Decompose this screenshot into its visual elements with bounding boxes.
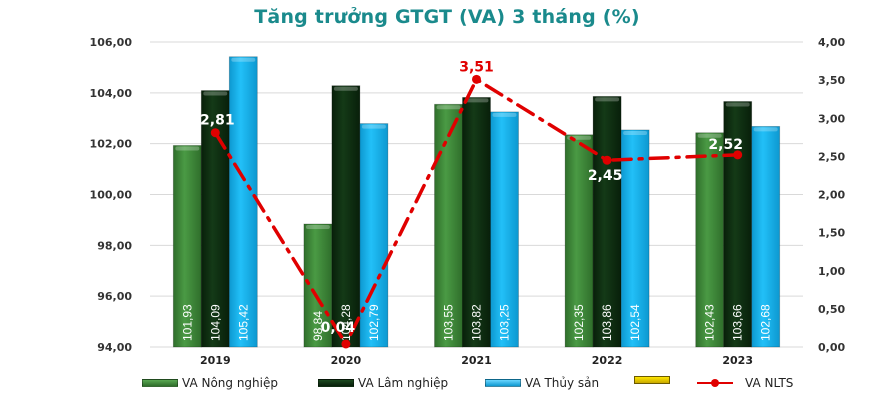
bar: 104,09 [200,90,230,348]
left-axis-tick: 106,00 [90,36,133,49]
left-axis-tick: 98,00 [97,239,132,252]
bar: 105,42 [228,56,258,348]
legend-swatch-green [142,379,178,387]
x-axis-category: 2022 [592,354,623,367]
nlts-line-series: 2,81 0,04 3,51 2,45 2,52 [200,59,743,349]
bar: 103,55 [434,103,463,348]
bar: 103,66 [723,101,753,348]
legend-label: VA NLTS [745,376,794,390]
bar-value-label: 103,86 [600,304,614,341]
legend-swatch-red-line [697,378,733,388]
bar-value-label: 102,35 [572,304,586,341]
bar-value-label: 102,79 [367,304,381,341]
bar: 102,68 [751,125,781,348]
bar: 102,54 [620,129,650,348]
line-marker [733,150,743,160]
line-marker [341,339,351,349]
right-axis-tick: 1,00 [818,265,845,278]
legend-item-empty [634,376,674,384]
legend-item-nlts: VA NLTS [697,376,793,390]
line-value-label: 0,04 [321,320,356,336]
x-axis-category: 2021 [461,354,492,367]
bar-value-label: 104,09 [208,304,222,341]
x-axis-category: 2023 [722,354,753,367]
bar: 98,84 [303,223,333,348]
line-value-label: 2,81 [200,113,235,129]
bar-value-label: 103,66 [731,304,745,341]
left-y-axis: 94,00 96,00 98,00 100,00 102,00 104,00 106,00 [90,36,133,354]
bar-value-label: 101,93 [180,304,194,341]
bar-value-label: 104,28 [339,304,353,341]
legend-swatch-blue [485,379,521,387]
legend-label: VA Thủy sản [525,376,600,390]
right-axis-tick: 4,00 [818,36,845,49]
right-axis-tick: 1,50 [818,227,845,240]
line-marker [210,128,220,138]
right-axis-tick: 2,00 [818,189,845,202]
legend-item-lam-nghiep: VA Lâm nghiệp [318,376,448,390]
chart-title: Tăng trưởng GTGT (VA) 3 tháng (%) [254,6,640,28]
right-axis-tick: 0,50 [818,303,845,316]
chart-legend: VA Nông nghiệp VA Lâm nghiệp VA Thủy sản… [0,376,894,396]
bar-value-label: 105,42 [236,304,250,341]
bar-value-label: 98,84 [311,311,325,341]
bar-value-label: 103,82 [470,304,484,341]
legend-item-nong-nghiep: VA Nông nghiệp [142,376,278,390]
bar-value-label: 102,54 [628,304,642,341]
line-value-label: 3,51 [459,59,494,75]
right-axis-tick: 3,50 [818,74,845,87]
bar: 102,35 [564,134,594,348]
x-axis-category: 2020 [331,354,362,367]
bar: 103,25 [490,111,519,348]
bar-value-label: 102,68 [759,304,773,341]
bar: 103,86 [592,95,622,348]
legend-swatch-yellow [634,376,670,384]
bar: 104,28 [331,85,361,348]
bar: 103,82 [462,97,491,348]
legend-label: VA Nông nghiệp [182,376,278,390]
bar-value-label: 102,43 [703,304,717,341]
left-axis-tick: 96,00 [97,290,132,303]
left-axis-tick: 100,00 [90,189,133,202]
left-axis-tick: 94,00 [97,341,132,354]
line-marker [602,155,612,165]
right-axis-tick: 0,00 [818,341,845,354]
right-y-axis: 0,00 0,50 1,00 1,50 2,00 2,50 3,00 3,50 4,00 [818,36,845,354]
bar-value-label: 103,55 [442,304,456,341]
line-value-label: 2,52 [708,137,743,153]
bar-series: 101,93 104,09 105,42 98,84 104,28 102,79 103,5… [172,56,781,348]
right-axis-tick: 2,50 [818,150,845,163]
bar: 101,93 [172,145,202,348]
right-axis-tick: 3,00 [818,112,845,125]
left-axis-tick: 104,00 [90,87,133,100]
bar: 102,43 [695,132,725,348]
line-marker [472,74,481,84]
left-axis-tick: 102,00 [90,138,133,151]
legend-label: VA Lâm nghiệp [358,376,449,390]
x-axis: 2019 2020 2021 2022 2023 [200,354,753,367]
x-axis-category: 2019 [200,354,231,367]
bar: 102,79 [359,123,389,348]
bar-value-label: 103,25 [498,304,512,341]
legend-item-thuy-san: VA Thủy sản [485,376,599,390]
line-value-label: 2,45 [588,168,623,184]
legend-swatch-dark-green [318,379,354,387]
